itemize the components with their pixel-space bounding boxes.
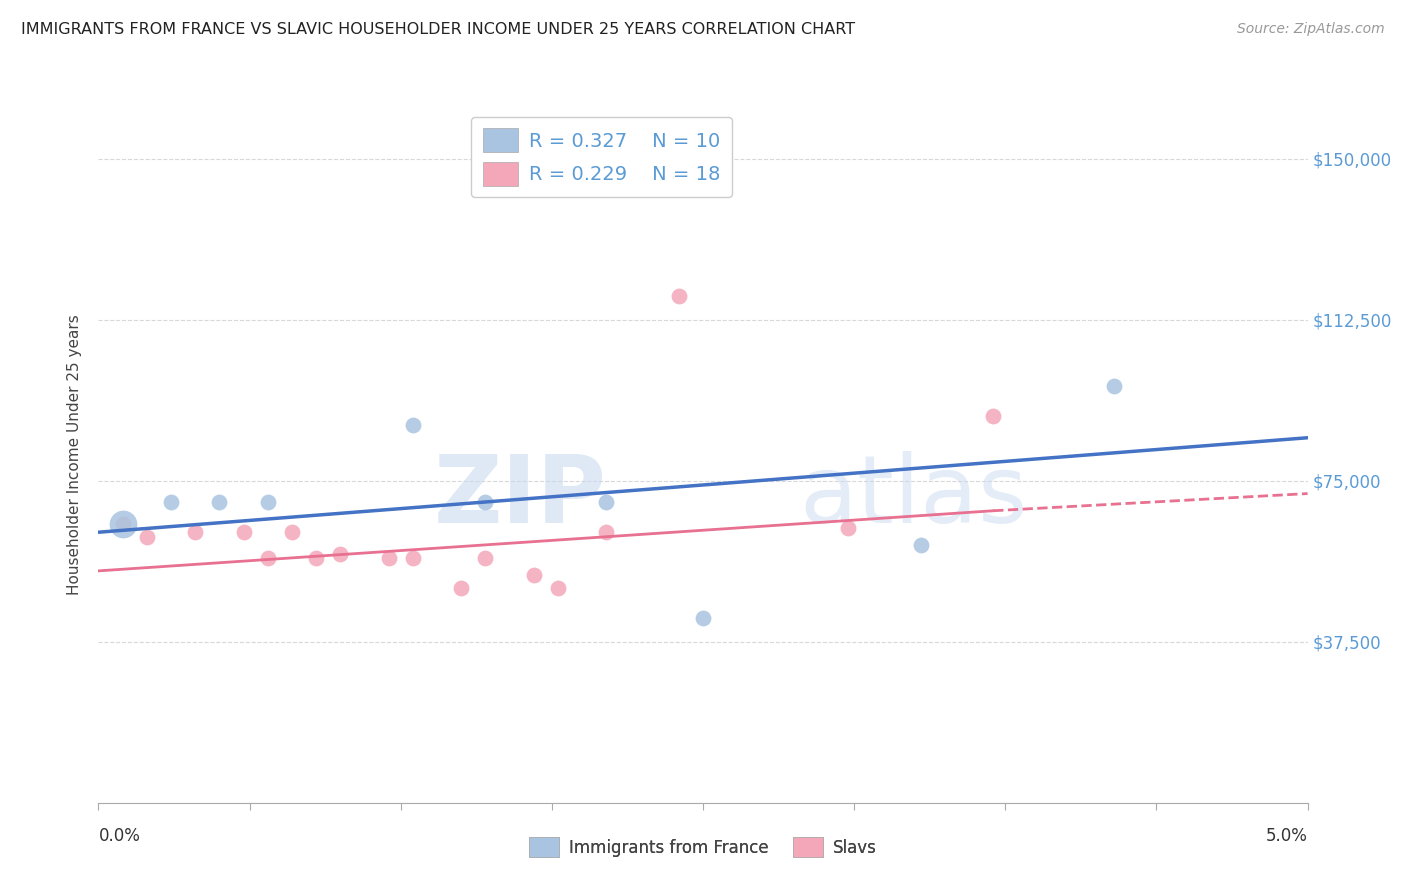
Point <box>184 525 207 540</box>
Point <box>595 495 617 509</box>
Point <box>208 495 231 509</box>
Point <box>160 495 183 509</box>
Legend: Immigrants from France, Slavs: Immigrants from France, Slavs <box>522 830 884 864</box>
Y-axis label: Householder Income Under 25 years: Householder Income Under 25 years <box>67 315 83 595</box>
Point <box>668 289 690 303</box>
Point <box>692 611 714 625</box>
Point <box>1102 379 1125 393</box>
Text: Source: ZipAtlas.com: Source: ZipAtlas.com <box>1237 22 1385 37</box>
Point <box>595 525 617 540</box>
Point <box>474 495 496 509</box>
Point <box>547 581 569 595</box>
Point <box>450 581 472 595</box>
Point <box>402 417 425 432</box>
Point <box>329 547 352 561</box>
Point <box>377 551 399 566</box>
Point <box>111 516 134 531</box>
Text: 0.0%: 0.0% <box>98 827 141 845</box>
Point <box>305 551 328 566</box>
Text: 5.0%: 5.0% <box>1265 827 1308 845</box>
Point <box>281 525 304 540</box>
Point <box>256 551 278 566</box>
Point <box>135 529 157 543</box>
Point <box>474 551 496 566</box>
Text: atlas: atlas <box>800 450 1028 542</box>
Point <box>837 521 859 535</box>
Point <box>402 551 425 566</box>
Text: IMMIGRANTS FROM FRANCE VS SLAVIC HOUSEHOLDER INCOME UNDER 25 YEARS CORRELATION C: IMMIGRANTS FROM FRANCE VS SLAVIC HOUSEHO… <box>21 22 855 37</box>
Point <box>981 409 1004 424</box>
Point <box>256 495 278 509</box>
Text: ZIP: ZIP <box>433 450 606 542</box>
Point <box>111 516 134 531</box>
Point <box>232 525 254 540</box>
Point <box>523 568 546 582</box>
Point <box>910 538 932 552</box>
